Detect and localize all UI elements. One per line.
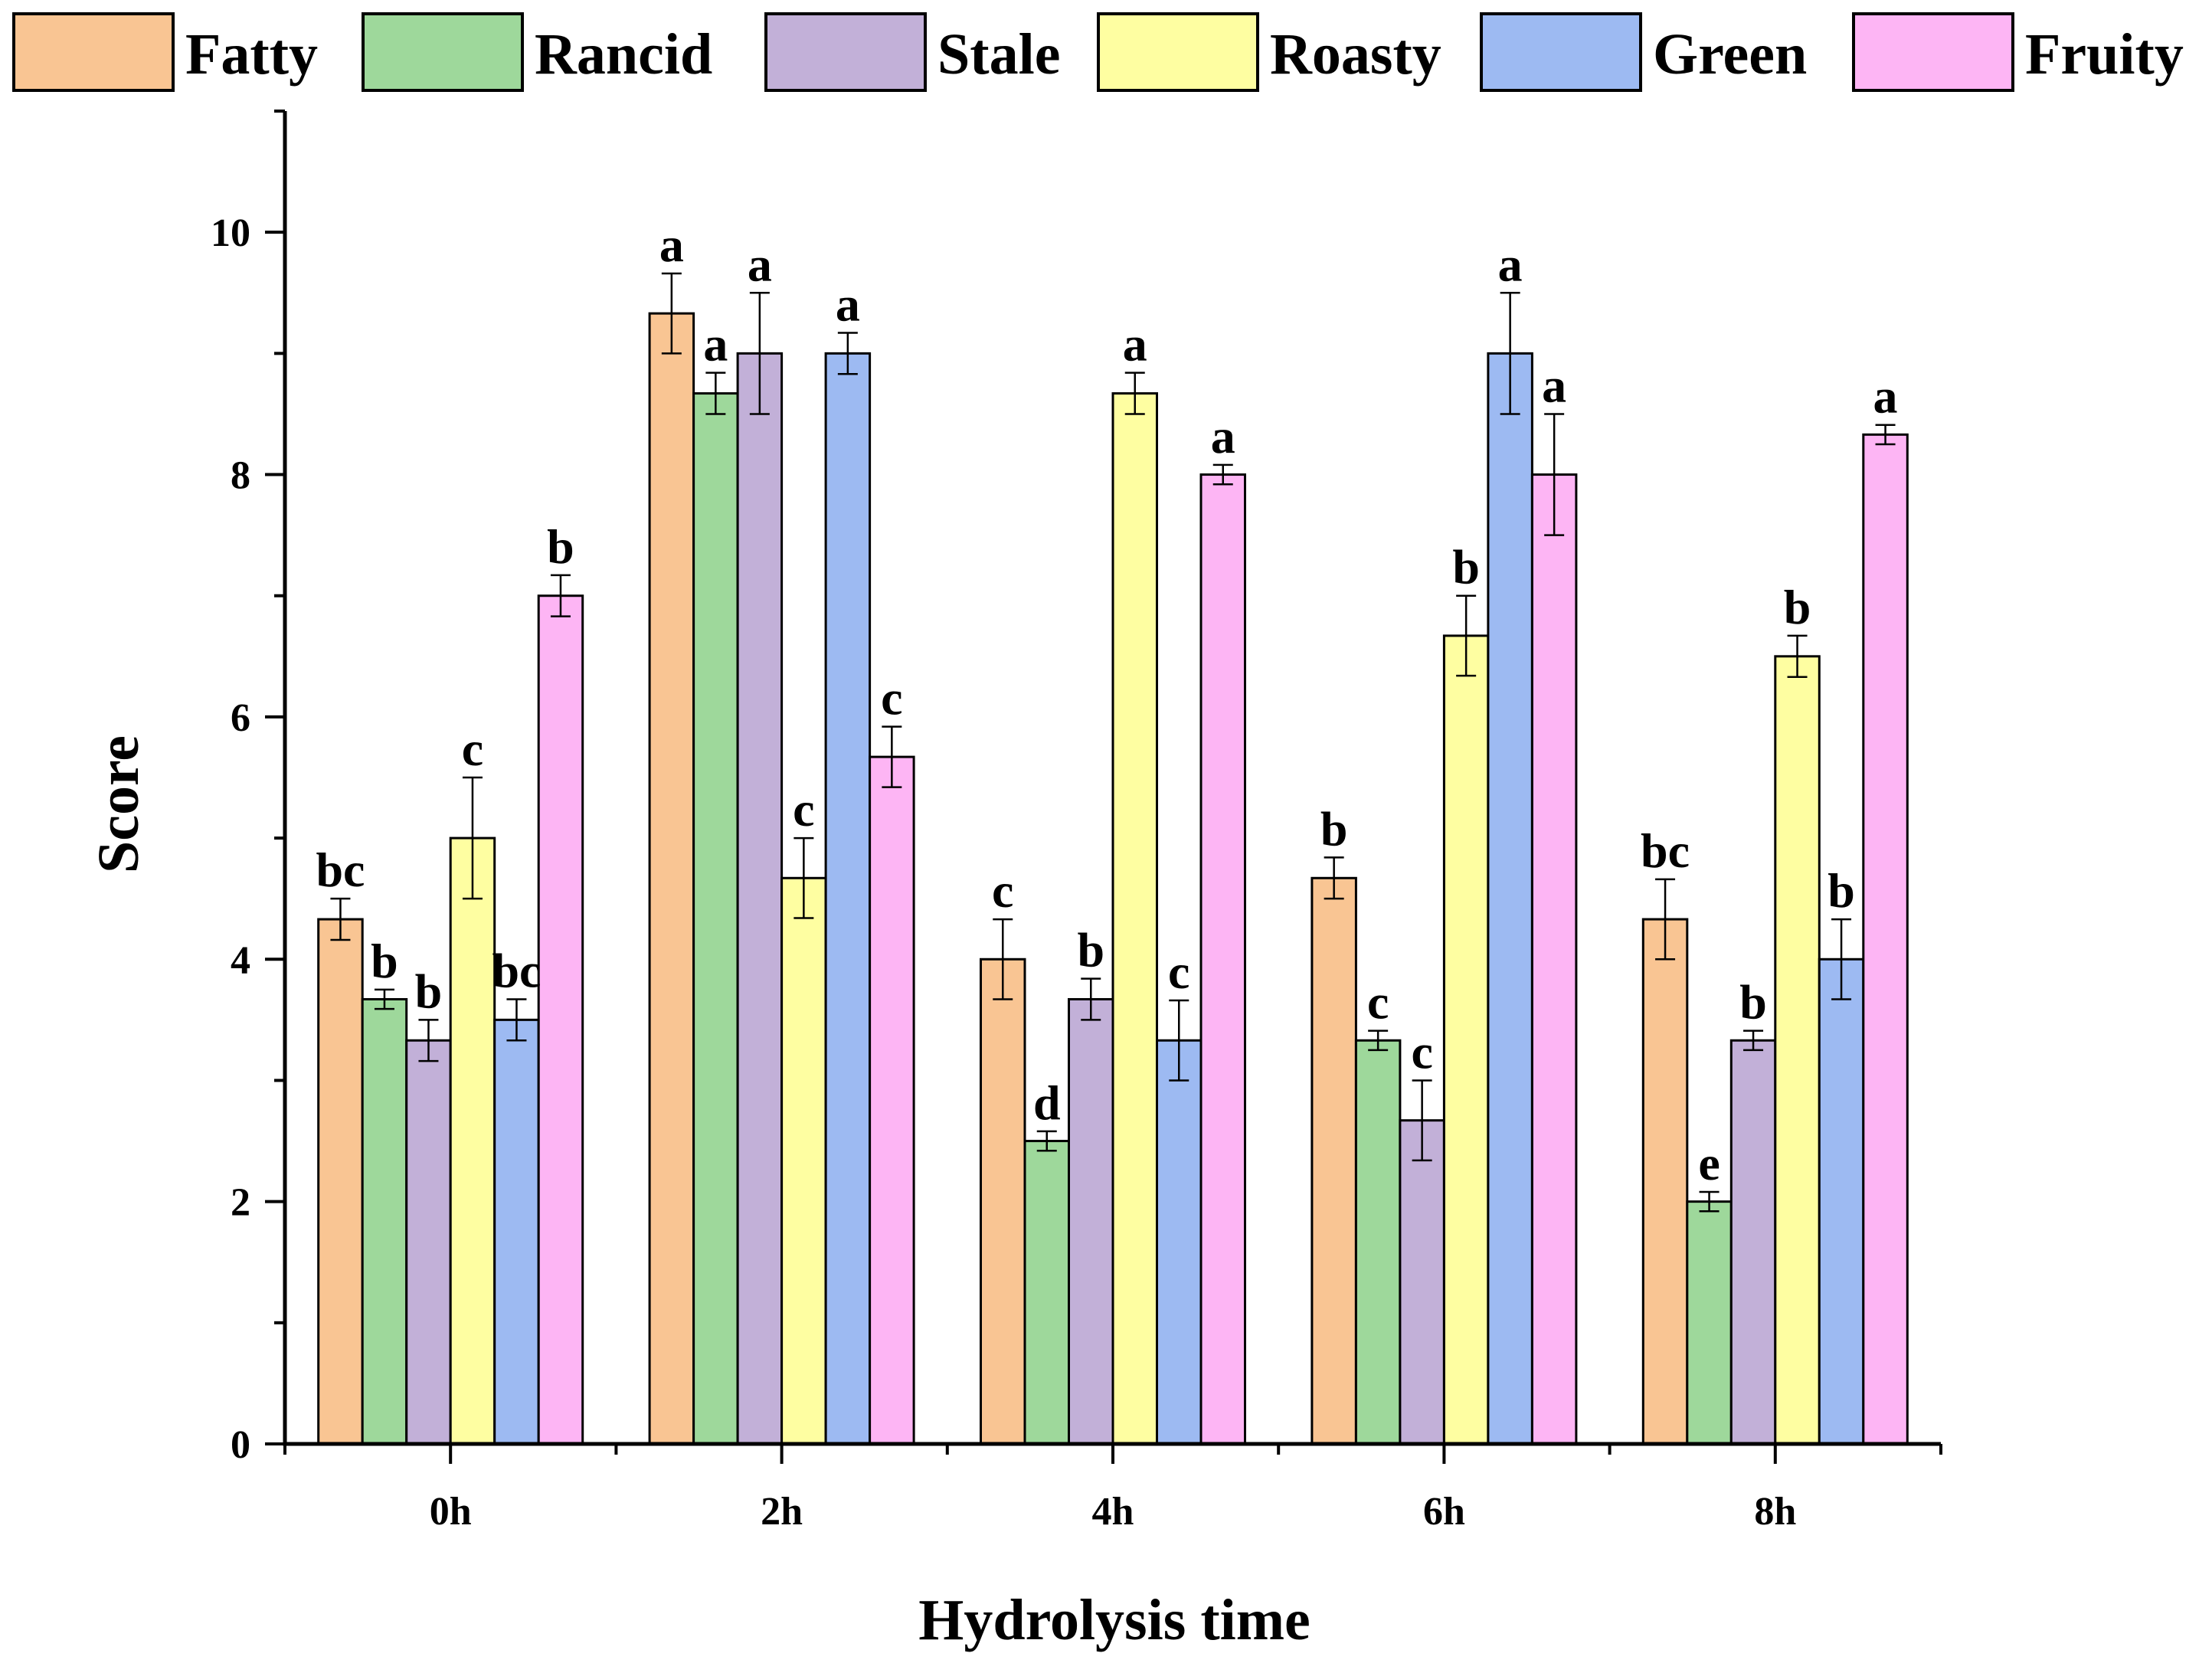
legend-label-fatty: Fatty (185, 22, 318, 87)
y-tick-label: 8 (231, 454, 250, 498)
significance-letter: a (748, 237, 772, 291)
significance-letter: b (1784, 580, 1811, 634)
significance-letter: a (1498, 237, 1523, 291)
significance-letter: b (1320, 801, 1348, 856)
significance-letter: a (1542, 358, 1566, 412)
bar-green-0h (493, 1018, 540, 1445)
bar-fruity-8h (1862, 433, 1909, 1445)
significance-letter: b (547, 519, 574, 574)
significance-letter: c (881, 671, 902, 725)
bar-fatty-4h (980, 958, 1026, 1445)
significance-letter: b (371, 934, 398, 988)
legend-label-green: Green (1653, 22, 1807, 87)
bar-stale-0h (405, 1039, 452, 1445)
bar-green-6h (1487, 352, 1533, 1445)
x-tick-label: 6h (1423, 1490, 1465, 1534)
significance-letter: a (703, 317, 728, 372)
y-tick-label: 10 (211, 211, 250, 255)
bar-roasty-4h (1111, 392, 1158, 1445)
significance-letter: b (1077, 923, 1104, 977)
x-tick-label: 4h (1092, 1490, 1134, 1534)
significance-letter: b (1452, 540, 1480, 594)
bar-fruity-0h (537, 594, 584, 1445)
bar-roasty-6h (1442, 634, 1490, 1445)
legend-swatch-stale (764, 12, 927, 92)
legend-label-roasty: Roasty (1270, 22, 1441, 87)
x-axis-title: Hydrolysis time (918, 1588, 1311, 1652)
y-tick-label: 4 (231, 938, 250, 982)
significance-letter: b (1828, 863, 1855, 918)
error-bars (330, 272, 1896, 1213)
significance-letter: bc (492, 943, 541, 997)
bar-roasty-2h (780, 876, 827, 1445)
significance-letter: c (793, 782, 814, 836)
bar-fruity-4h (1199, 473, 1246, 1445)
significance-letter: c (462, 722, 483, 776)
y-tick-label: 0 (231, 1423, 250, 1467)
bar-green-8h (1818, 958, 1865, 1445)
bar-stale-6h (1399, 1119, 1445, 1445)
legend-label-stale: Stale (937, 22, 1060, 87)
x-tick-label: 8h (1754, 1490, 1796, 1534)
legend-label-rancid: Rancid (535, 22, 712, 87)
bar-fruity-6h (1530, 473, 1578, 1445)
significance-letter: c (1168, 944, 1189, 999)
significance-letter: c (1411, 1024, 1432, 1079)
x-tick-label: 0h (430, 1490, 472, 1534)
significance-letter: a (1211, 409, 1235, 463)
bar-fatty-0h (317, 918, 364, 1445)
x-tick-label: 2h (761, 1490, 803, 1534)
legend-swatch-roasty (1097, 12, 1259, 92)
y-tick-label: 2 (231, 1181, 250, 1225)
bar-rancid-2h (692, 392, 739, 1445)
significance-letter: c (992, 863, 1013, 918)
significance-letter: a (659, 218, 684, 272)
y-tick-label: 6 (231, 696, 250, 740)
significance-letter: a (836, 277, 860, 331)
bar-stale-8h (1729, 1039, 1777, 1445)
legend-swatch-fruity (1852, 12, 2014, 92)
bar-fatty-2h (648, 312, 695, 1445)
bar-fatty-6h (1311, 876, 1357, 1445)
bar-rancid-6h (1354, 1039, 1402, 1445)
bar-stale-2h (736, 352, 784, 1445)
significance-letter: a (1873, 369, 1898, 424)
significance-letter: b (415, 964, 443, 1018)
bar-rancid-4h (1023, 1140, 1070, 1445)
axes: 0 2 4 6 8 10 0h 2h 4h 6h 8h (211, 110, 1942, 1534)
bar-green-2h (824, 352, 872, 1445)
legend-swatch-green (1480, 12, 1642, 92)
significance-letter: b (1739, 975, 1767, 1030)
bar-rancid-0h (361, 997, 408, 1445)
bar-stale-4h (1068, 997, 1114, 1445)
legend-label-fruity: Fruity (2025, 22, 2184, 87)
significance-letter: e (1698, 1136, 1720, 1190)
legend-swatch-fatty (12, 12, 175, 92)
bars (317, 312, 1909, 1445)
significance-letter: bc (316, 843, 365, 897)
legend-swatch-rancid (362, 12, 524, 92)
significance-letter: a (1123, 317, 1147, 372)
significance-letter: d (1033, 1075, 1061, 1130)
bar-fruity-2h (869, 755, 915, 1445)
bar-roasty-0h (449, 836, 496, 1445)
bar-rancid-8h (1686, 1200, 1733, 1445)
bar-green-4h (1156, 1039, 1203, 1445)
bar-fatty-8h (1641, 918, 1689, 1445)
significance-letter: c (1367, 975, 1389, 1030)
y-axis-title: Score (87, 735, 151, 873)
bar-roasty-8h (1774, 655, 1821, 1445)
legend: Fatty Rancid Stale Roasty Green Fruity (12, 12, 2184, 92)
significance-letter: bc (1641, 823, 1690, 878)
